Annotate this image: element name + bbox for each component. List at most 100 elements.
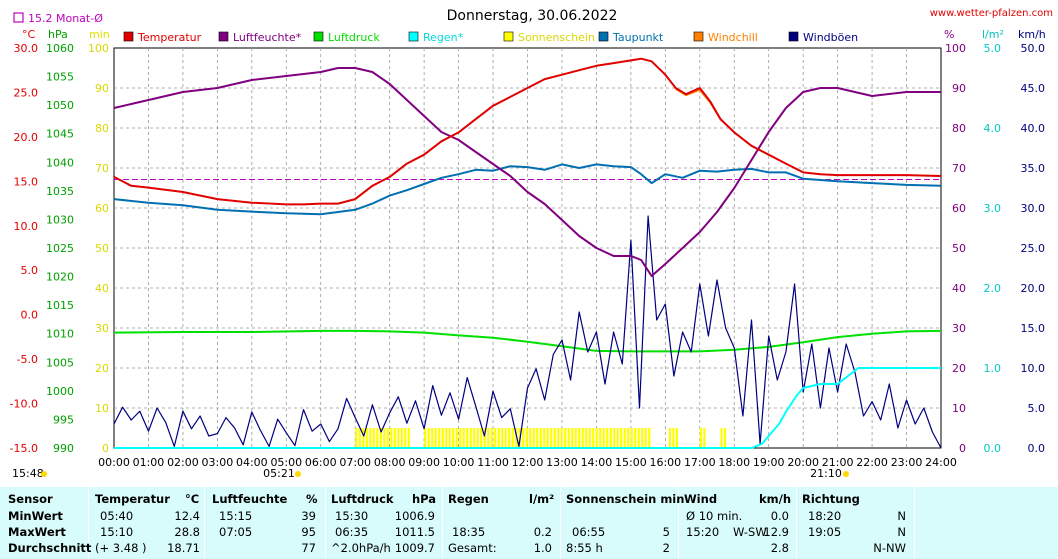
cell: N <box>897 525 906 539</box>
cell: 19:05 <box>808 525 842 539</box>
sunshine-bar <box>637 428 640 448</box>
temp-tick: 30.0 <box>14 42 39 55</box>
cell: 1006.9 <box>394 509 435 523</box>
time-tick: 10:00 <box>443 456 475 469</box>
minute-tick: 60 <box>95 202 109 215</box>
cell: W-SW <box>733 525 767 539</box>
pressure-tick: 1040 <box>46 156 74 169</box>
site-link[interactable]: www.wetter-pfalzen.com <box>930 8 1053 19</box>
series-taupunkt-line <box>113 163 942 216</box>
pressure-tick: 1020 <box>46 271 74 284</box>
legend-swatch <box>408 31 419 42</box>
legend-label: Windchill <box>708 31 758 44</box>
percent-tick: 100 <box>945 42 966 55</box>
sunshine-bar <box>571 428 574 448</box>
percent-tick: 90 <box>952 82 966 95</box>
sunshine-bar <box>641 428 644 448</box>
cell: (+ 3.48 ) <box>95 541 147 555</box>
temp-tick: 25.0 <box>14 86 39 99</box>
row-label: MaxWert <box>8 525 66 539</box>
pressure-tick: 1050 <box>46 99 74 112</box>
sunshine-bar <box>522 428 525 448</box>
cell: 0.2 <box>533 525 552 539</box>
rain-tick: 2.0 <box>984 282 1002 295</box>
hdr-wind-unit: km/h <box>759 492 792 506</box>
sunshine-bar <box>511 428 514 448</box>
temp-tick: 5.0 <box>21 264 39 277</box>
legend-swatch <box>218 31 229 42</box>
sunshine-bar <box>606 428 609 448</box>
cell: 07:05 <box>219 525 253 539</box>
pressure-tick: 1005 <box>46 356 74 369</box>
sunshine-bar <box>515 428 518 448</box>
percent-tick: 60 <box>952 202 966 215</box>
sunshine-bar <box>627 428 630 448</box>
unit-temp: °C <box>22 28 36 41</box>
cell: 15:15 <box>219 509 253 523</box>
sunshine-bar <box>616 428 619 448</box>
sunshine-bar <box>675 428 678 448</box>
cell: 39 <box>301 509 316 523</box>
time-tick: 11:00 <box>477 456 509 469</box>
legend-label: Luftfeuchte* <box>233 31 302 44</box>
sunshine-bar <box>427 428 430 448</box>
time-tick: 00:00 <box>98 456 130 469</box>
sunshine-bar <box>644 428 647 448</box>
time-tick: 05:00 <box>270 456 302 469</box>
temp-tick: 0.0 <box>21 309 39 322</box>
sunshine-bar <box>445 428 448 448</box>
sunshine-bar <box>476 428 479 448</box>
sunshine-bar <box>490 428 493 448</box>
sunshine-bar <box>613 428 616 448</box>
time-tick: 20:00 <box>787 456 819 469</box>
sunshine-bar <box>504 428 507 448</box>
sunshine-bar <box>536 428 539 448</box>
temp-tick: -5.0 <box>17 353 38 366</box>
time-tick: 23:00 <box>891 456 923 469</box>
minute-tick: 0 <box>102 442 109 455</box>
time-tick: 16:00 <box>649 456 681 469</box>
hdr-rain: Regen <box>448 492 489 506</box>
cell: 18:35 <box>452 525 486 539</box>
legend-swatch <box>313 31 324 42</box>
sunshine-bar <box>623 428 626 448</box>
legend-label: Windböen <box>803 31 858 44</box>
sunshine-bar <box>539 428 542 448</box>
minute-tick: 70 <box>95 162 109 175</box>
sunshine-bar <box>455 428 458 448</box>
sunshine-bar <box>494 428 497 448</box>
legend-label: Luftdruck <box>328 31 380 44</box>
cell: 15:20 <box>686 525 720 539</box>
minute-tick: 50 <box>95 242 109 255</box>
sunshine-bar <box>501 428 504 448</box>
cell: 5 <box>662 525 670 539</box>
wind-tick: 50.0 <box>1021 42 1046 55</box>
sunshine-bar <box>372 428 375 448</box>
time-tick: 19:00 <box>753 456 785 469</box>
percent-tick: 80 <box>952 122 966 135</box>
sunshine-bar <box>699 428 702 448</box>
hdr-hum: Luftfeuchte <box>212 492 288 506</box>
sunshine-bar <box>483 428 486 448</box>
wind-tick: 15.0 <box>1021 322 1046 335</box>
sunshine-bar <box>578 428 581 448</box>
sunrise-label: 05:21 <box>263 467 295 480</box>
cell: ^2.0hPa/h <box>331 541 391 555</box>
rain-tick: 4.0 <box>984 122 1002 135</box>
sunshine-bar <box>567 428 570 448</box>
cell: 95 <box>301 525 316 539</box>
sunshine-bar <box>672 428 675 448</box>
series-windböen-line <box>113 215 942 449</box>
time-tick: 14:00 <box>581 456 613 469</box>
sunshine-bar <box>595 428 598 448</box>
cell: 1009.7 <box>394 541 435 555</box>
cell: 12.9 <box>763 525 789 539</box>
wind-tick: 0.0 <box>1028 442 1046 455</box>
rain-tick: 3.0 <box>984 202 1002 215</box>
legend-label: Temperatur <box>137 31 202 44</box>
hdr-wind: Wind <box>684 492 718 506</box>
sunshine-bar <box>581 428 584 448</box>
sunshine-bar <box>466 428 469 448</box>
corner-sun-icon <box>41 471 47 477</box>
hdr-temp: Temperatur <box>95 492 170 506</box>
